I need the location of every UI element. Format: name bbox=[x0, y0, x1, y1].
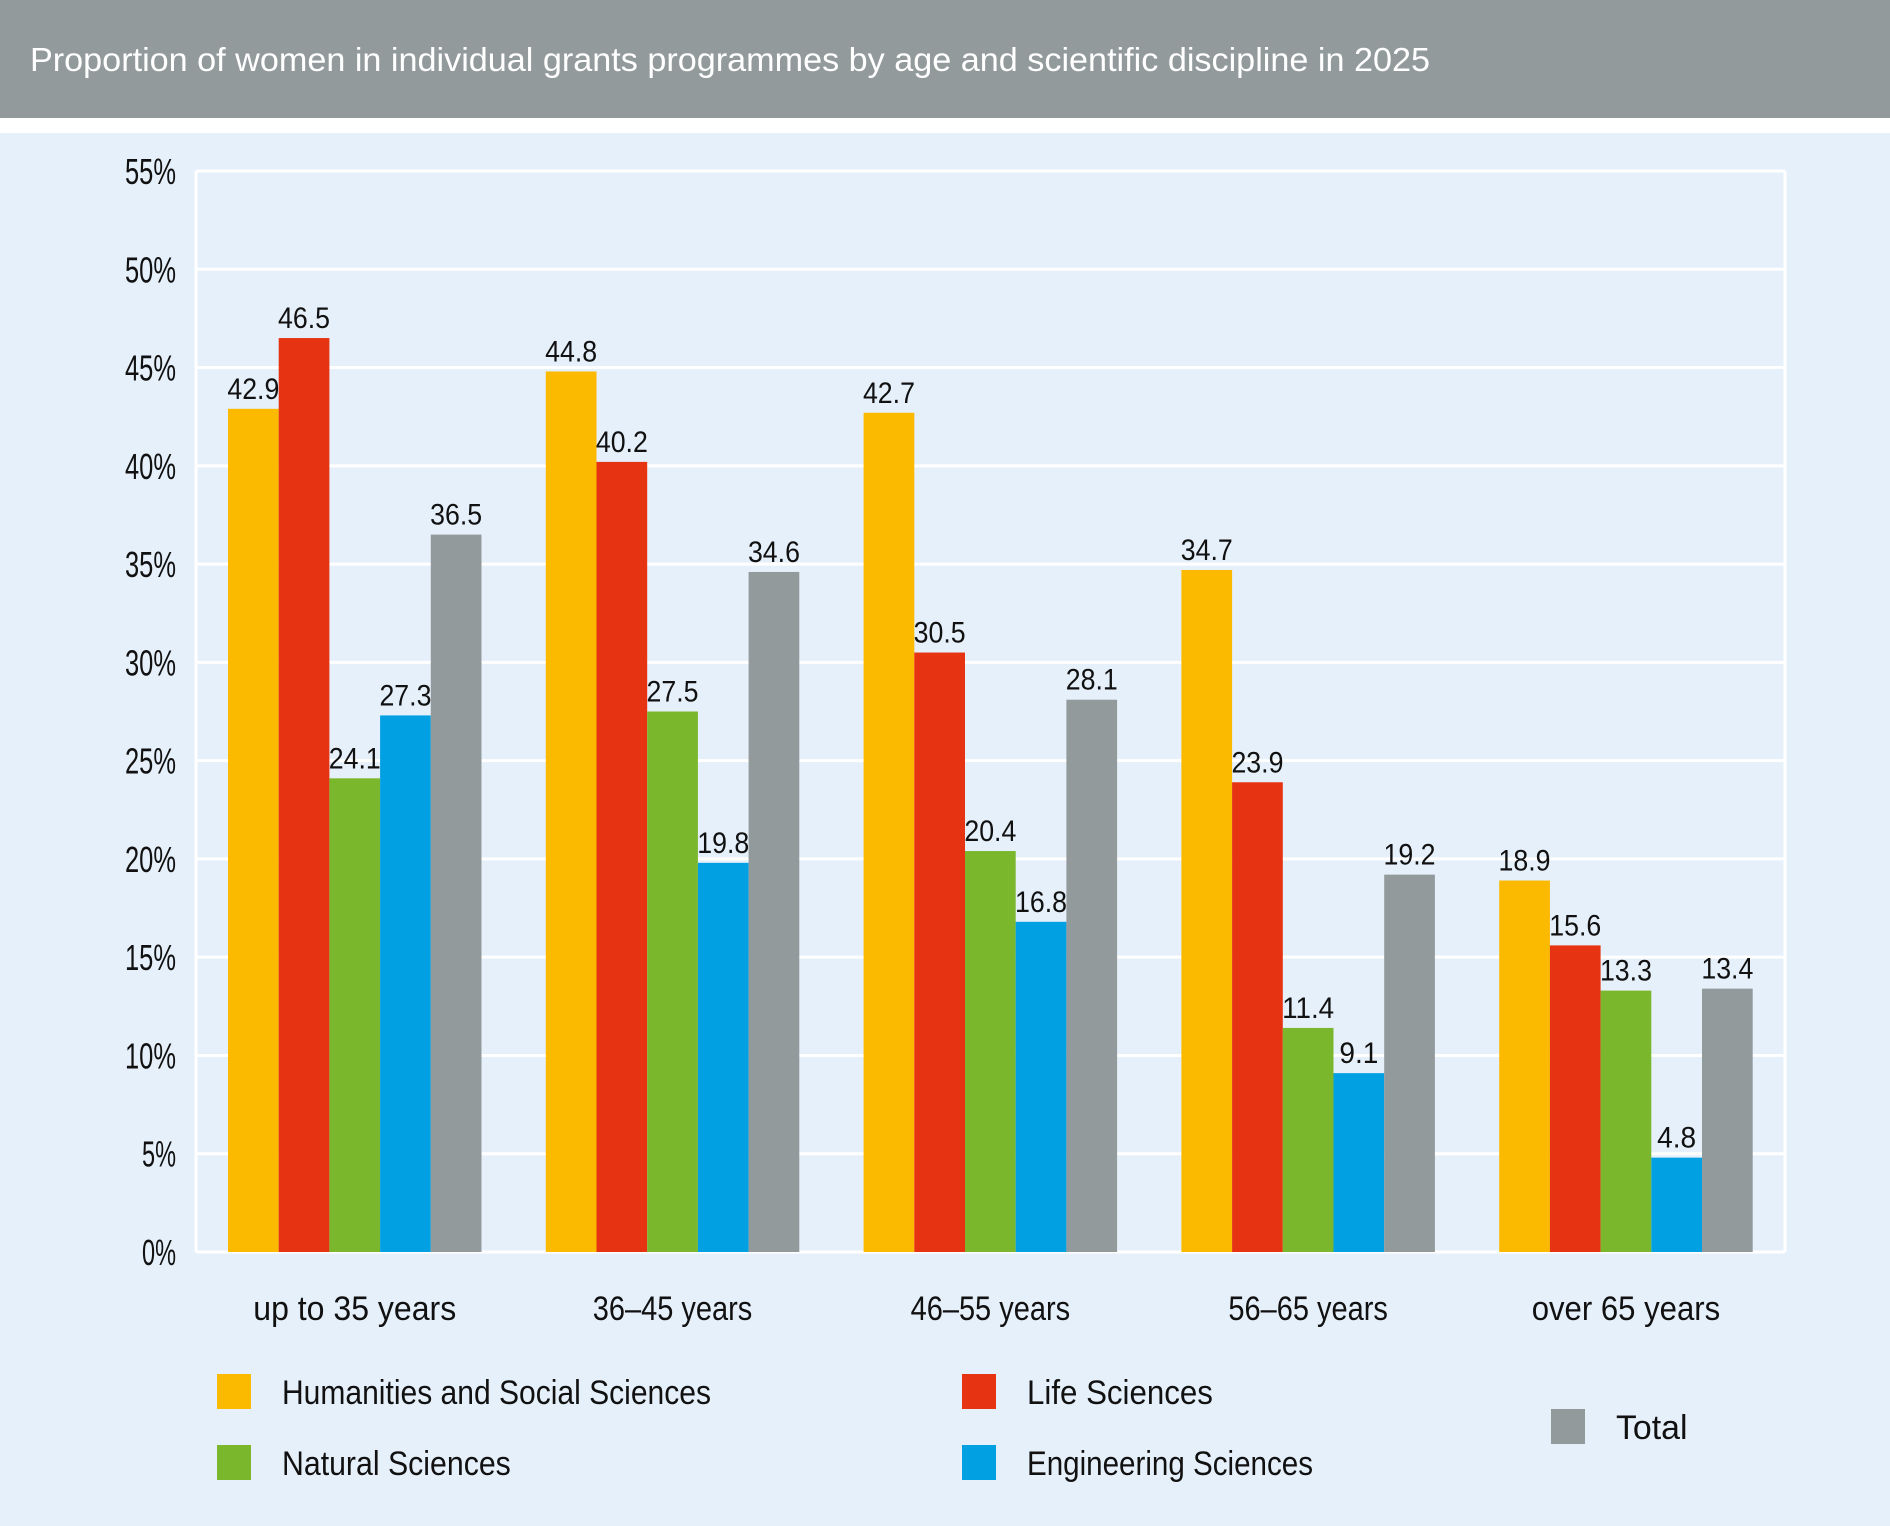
bar bbox=[1066, 699, 1118, 1252]
bar bbox=[647, 711, 698, 1252]
bar bbox=[430, 534, 482, 1252]
bar bbox=[228, 408, 279, 1252]
data-label: 23.9 bbox=[1231, 746, 1283, 779]
y-tick-label: 35% bbox=[125, 544, 176, 585]
data-label: 16.8 bbox=[1015, 886, 1067, 919]
bar bbox=[1600, 990, 1652, 1252]
data-label: 42.7 bbox=[863, 377, 915, 410]
bar bbox=[1651, 1157, 1702, 1252]
data-label: 44.8 bbox=[545, 335, 597, 368]
bar bbox=[863, 412, 915, 1252]
bar bbox=[596, 461, 648, 1252]
header-bar bbox=[0, 0, 1890, 118]
data-label: 20.4 bbox=[964, 815, 1016, 848]
bar bbox=[1499, 880, 1550, 1252]
data-label: 15.6 bbox=[1549, 909, 1601, 942]
bar bbox=[1702, 988, 1753, 1252]
bar bbox=[1181, 569, 1233, 1252]
data-label: 9.1 bbox=[1339, 1037, 1378, 1070]
data-label: 18.9 bbox=[1499, 845, 1551, 878]
y-tick-label: 5% bbox=[142, 1134, 176, 1175]
bar bbox=[1282, 1027, 1334, 1252]
data-label: 27.5 bbox=[647, 676, 699, 709]
bar bbox=[329, 778, 381, 1252]
data-label: 40.2 bbox=[596, 426, 648, 459]
y-tick-label: 30% bbox=[125, 642, 176, 683]
bar bbox=[1333, 1073, 1385, 1252]
chart-title: Proportion of women in individual grants… bbox=[30, 41, 1430, 78]
x-tick-label: 46–55 years bbox=[911, 1290, 1071, 1328]
x-tick-label: 56–65 years bbox=[1228, 1290, 1388, 1328]
legend-swatch bbox=[962, 1374, 996, 1409]
data-label: 24.1 bbox=[329, 742, 381, 775]
data-label: 13.4 bbox=[1701, 953, 1753, 986]
legend-label: Humanities and Social Sciences bbox=[282, 1374, 711, 1412]
y-tick-label: 10% bbox=[125, 1035, 176, 1076]
legend-label: Life Sciences bbox=[1027, 1374, 1213, 1412]
bar bbox=[697, 862, 749, 1252]
legend-label: Engineering Sciences bbox=[1027, 1445, 1313, 1483]
bar bbox=[380, 715, 431, 1252]
legend-label: Natural Sciences bbox=[282, 1445, 511, 1483]
legend-swatch bbox=[217, 1445, 251, 1480]
bar bbox=[278, 338, 330, 1253]
data-label: 30.5 bbox=[914, 617, 966, 650]
bar bbox=[914, 652, 965, 1252]
legend-swatch bbox=[1551, 1409, 1585, 1444]
data-label: 36.5 bbox=[430, 499, 482, 532]
x-tick-label: up to 35 years bbox=[253, 1290, 456, 1328]
y-tick-label: 40% bbox=[125, 446, 176, 487]
data-label: 19.2 bbox=[1384, 839, 1436, 872]
data-label: 42.9 bbox=[227, 373, 279, 406]
bar bbox=[1384, 874, 1435, 1252]
legend-swatch bbox=[217, 1374, 251, 1409]
data-label: 27.3 bbox=[379, 679, 431, 712]
y-tick-label: 50% bbox=[125, 249, 176, 290]
bar bbox=[965, 851, 1016, 1252]
data-label: 4.8 bbox=[1657, 1122, 1696, 1155]
y-tick-label: 25% bbox=[125, 741, 176, 782]
bar bbox=[1549, 945, 1601, 1252]
data-label: 46.5 bbox=[278, 302, 330, 335]
data-label: 13.3 bbox=[1600, 955, 1652, 988]
y-tick-label: 45% bbox=[125, 348, 176, 389]
x-tick-label: over 65 years bbox=[1532, 1290, 1721, 1328]
y-tick-label: 15% bbox=[125, 937, 176, 978]
x-tick-label: 36–45 years bbox=[593, 1290, 753, 1328]
bar bbox=[545, 371, 597, 1253]
bar bbox=[1015, 921, 1067, 1252]
data-label: 19.8 bbox=[697, 827, 749, 860]
bar bbox=[748, 571, 800, 1252]
data-label: 34.7 bbox=[1181, 534, 1233, 567]
y-tick-label: 20% bbox=[125, 839, 176, 880]
data-label: 28.1 bbox=[1066, 664, 1118, 697]
y-tick-label: 55% bbox=[125, 151, 176, 192]
legend-swatch bbox=[962, 1445, 996, 1480]
legend-label: Total bbox=[1616, 1409, 1688, 1447]
bar bbox=[1232, 782, 1283, 1252]
data-label: 34.6 bbox=[748, 536, 800, 569]
y-tick-label: 0% bbox=[142, 1232, 176, 1273]
data-label: 11.4 bbox=[1282, 992, 1334, 1025]
